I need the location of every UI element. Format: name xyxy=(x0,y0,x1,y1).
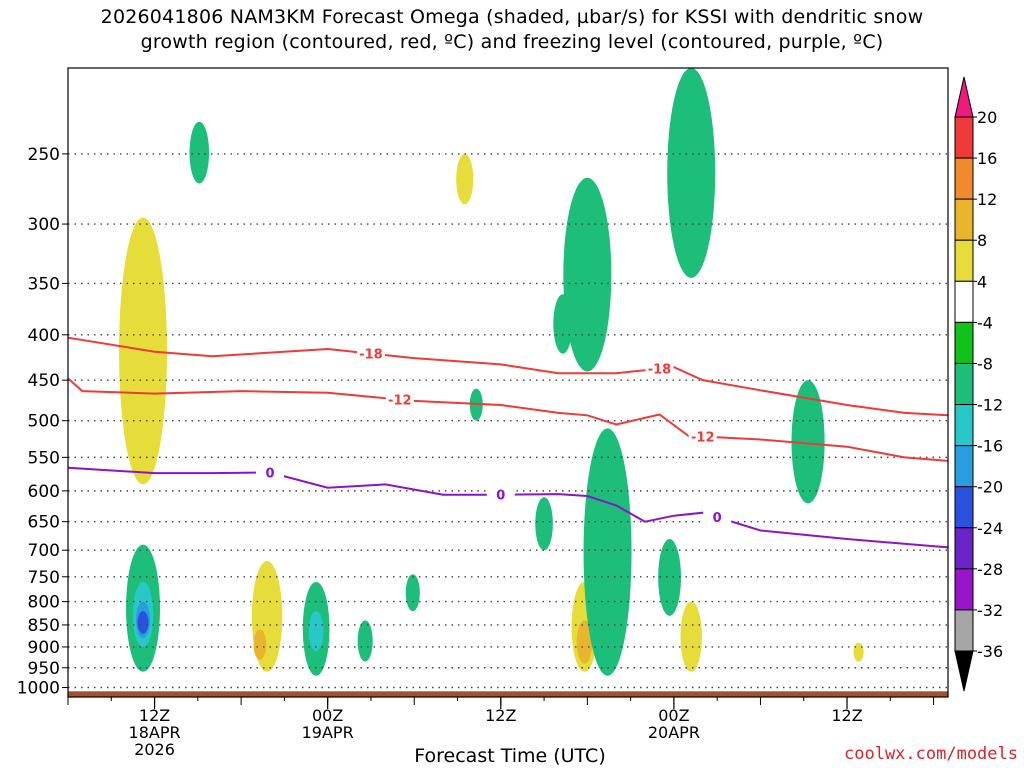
colorbar-label: -32 xyxy=(977,601,1003,620)
contour-label: 0 xyxy=(265,466,274,481)
colorbar-label: -24 xyxy=(977,519,1003,538)
colorbar-swatch xyxy=(954,527,974,570)
contour-label-bg xyxy=(645,361,674,376)
colorbar-swatch xyxy=(954,239,974,282)
omega-shaded-region xyxy=(253,629,267,660)
contour-label: 0 xyxy=(713,511,722,526)
y-tick-label: 350 xyxy=(28,274,60,294)
colorbar-swatch xyxy=(954,198,974,241)
y-tick-label: 450 xyxy=(28,371,60,391)
omega-shaded-region xyxy=(119,217,168,485)
colorbar: 20 16 12 8 4 -4 -8 -12 -16 -20 -24 -28 -32 -36 xyxy=(954,76,1003,692)
pressure-axis: 2503003504004505005506006507007508008509… xyxy=(17,145,68,698)
y-tick-label: 650 xyxy=(28,513,60,533)
y-tick-label: 800 xyxy=(28,593,60,613)
contour-line xyxy=(67,336,949,417)
chart-title-line-2: growth region (contoured, red, ºC) and f… xyxy=(140,31,884,53)
colorbar-label: -20 xyxy=(977,478,1003,497)
colorbar-label: -8 xyxy=(977,354,993,373)
contour-label-bg xyxy=(703,510,732,525)
omega-shaded-region xyxy=(563,177,612,372)
colorbar-swatch xyxy=(954,157,974,200)
y-tick-label: 400 xyxy=(28,326,60,346)
colorbar-label: -36 xyxy=(977,642,1003,661)
colorbar-swatch xyxy=(954,321,974,364)
y-tick-label: 900 xyxy=(28,638,60,658)
x-tick-label: 12Z xyxy=(139,706,170,725)
colorbar-label: -28 xyxy=(977,560,1003,579)
y-tick-label: 950 xyxy=(28,659,60,679)
x-tick-label: 12Z xyxy=(831,706,862,725)
colorbar-swatch xyxy=(954,362,974,406)
y-tick-label: 700 xyxy=(28,541,60,561)
omega-shaded-region xyxy=(576,620,593,664)
source-credit: coolwx.com/models xyxy=(844,744,1018,764)
colorbar-label: -16 xyxy=(977,437,1003,456)
contour-label-bg xyxy=(385,392,414,407)
y-tick-label: 750 xyxy=(28,568,60,588)
x-tick-label: 12Z xyxy=(485,706,516,725)
colorbar-label: -4 xyxy=(977,313,993,332)
x-tick-label: 18APR xyxy=(129,723,181,742)
x-tick-label: 2026 xyxy=(134,740,175,759)
omega-shaded-region xyxy=(357,620,373,662)
colorbar-swatch xyxy=(954,116,974,159)
omega-shaded-region xyxy=(405,574,420,612)
omega-shaded-region xyxy=(583,428,632,676)
contour-label-bg xyxy=(356,346,385,361)
omega-shaded-region xyxy=(189,121,210,184)
colorbar-top-arrow xyxy=(954,76,974,118)
y-tick-label: 250 xyxy=(28,145,60,165)
contour-label: -18 xyxy=(648,363,672,378)
colorbar-swatch xyxy=(954,568,974,611)
x-tick-label: 00Z xyxy=(658,706,689,725)
omega-shaded-region xyxy=(791,380,825,504)
y-tick-label: 500 xyxy=(28,412,60,432)
chart-title-line-1: 2026041806 NAM3KM Forecast Omega (shaded… xyxy=(100,6,924,28)
plot-area: -18 -18 -12 -12 0 0 0 xyxy=(67,67,949,698)
contour-line xyxy=(67,377,949,462)
omega-shaded-region xyxy=(680,601,702,672)
contour-label-bg xyxy=(688,429,717,444)
colorbar-swatch xyxy=(954,609,974,652)
colorbar-label: 20 xyxy=(977,108,997,127)
y-tick-label: 600 xyxy=(28,482,60,502)
contour-label: -12 xyxy=(388,394,412,409)
omega-shaded-region xyxy=(535,497,553,551)
terrain-ground-strip xyxy=(68,691,948,697)
y-tick-label: 550 xyxy=(28,448,60,468)
omega-shaded-region xyxy=(667,68,716,278)
contour-label: 0 xyxy=(496,489,505,504)
colorbar-swatch xyxy=(954,486,974,529)
colorbar-label: -12 xyxy=(977,396,1003,415)
colorbar-label: 12 xyxy=(977,190,997,209)
colorbar-label: 8 xyxy=(977,231,987,250)
contour-label: -18 xyxy=(359,348,383,363)
omega-shaded-region xyxy=(137,611,149,634)
y-tick-label: 850 xyxy=(28,616,60,636)
colorbar-label: 4 xyxy=(977,272,987,291)
contour-label-bg xyxy=(486,487,515,502)
omega-shaded-region xyxy=(853,642,864,662)
omega-shaded-region xyxy=(456,153,474,205)
contour-label-bg xyxy=(255,465,284,480)
plot-background xyxy=(68,68,948,697)
x-axis-title: Forecast Time (UTC) xyxy=(414,745,606,767)
y-tick-label: 300 xyxy=(28,215,60,235)
colorbar-bottom-arrow xyxy=(954,650,974,692)
x-tick-label: 20APR xyxy=(648,723,700,742)
omega-shaded-region xyxy=(308,611,324,652)
colorbar-swatch xyxy=(954,445,974,488)
x-tick-label: 19APR xyxy=(302,723,354,742)
x-tick-label: 00Z xyxy=(312,706,343,725)
colorbar-label: 16 xyxy=(977,149,997,168)
plot-frame xyxy=(67,67,949,698)
colorbar-swatch xyxy=(954,280,974,323)
omega-shaded-region xyxy=(658,539,682,616)
colorbar-swatch xyxy=(954,404,974,447)
contour-label: -12 xyxy=(691,431,715,446)
y-tick-label: 1000 xyxy=(17,678,60,698)
